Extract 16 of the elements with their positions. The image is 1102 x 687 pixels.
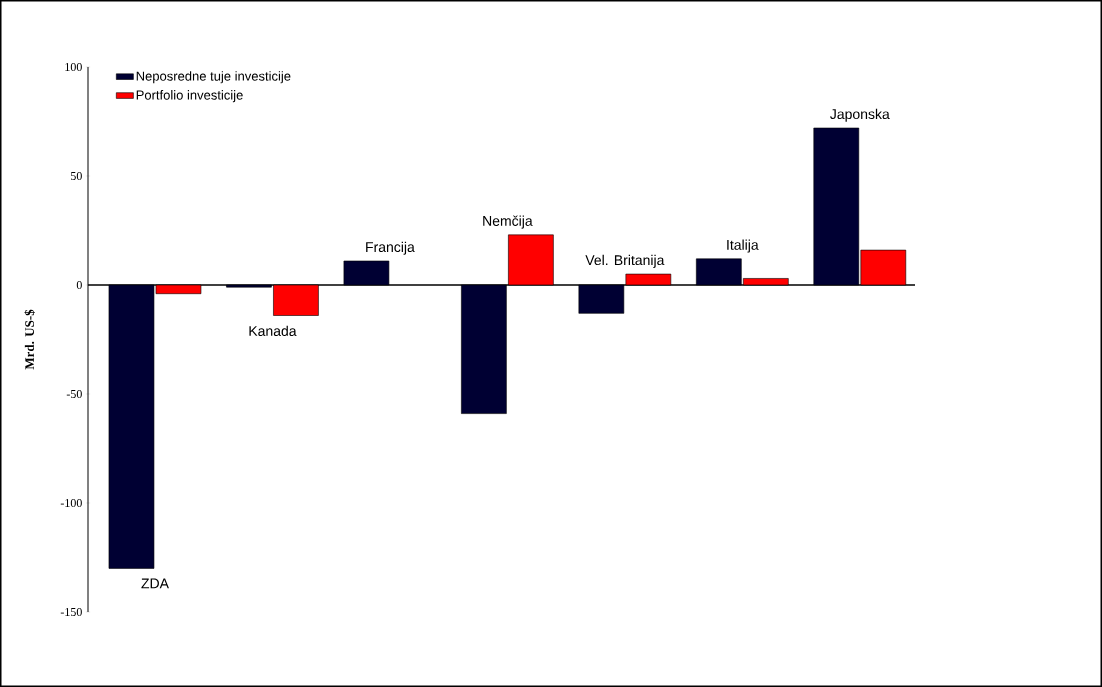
y-tick-label: -100 xyxy=(60,498,82,508)
y-tick-label: -50 xyxy=(66,389,82,399)
y-axis-title: Mrd. US-$ xyxy=(24,309,35,370)
x-tick-label: Francija xyxy=(366,241,415,255)
y-tick-label: 0 xyxy=(76,280,82,290)
x-tick-label: Vel. Britanija xyxy=(585,254,665,268)
y-tick-label: -150 xyxy=(60,607,82,617)
y-tick-label: 50 xyxy=(71,171,82,181)
x-tick-label: Nemčija xyxy=(483,215,533,229)
x-tick-label: Japonska xyxy=(830,108,890,122)
x-tick-label: Italija xyxy=(727,239,759,253)
legend-label: Portfolio investicije xyxy=(136,90,243,103)
x-tick-label: Kanada xyxy=(249,325,297,336)
y-tick-label: 100 xyxy=(65,62,82,72)
x-tick-label: ZDA xyxy=(141,578,169,589)
legend-label: Neposredne tuje investicije xyxy=(136,71,291,84)
